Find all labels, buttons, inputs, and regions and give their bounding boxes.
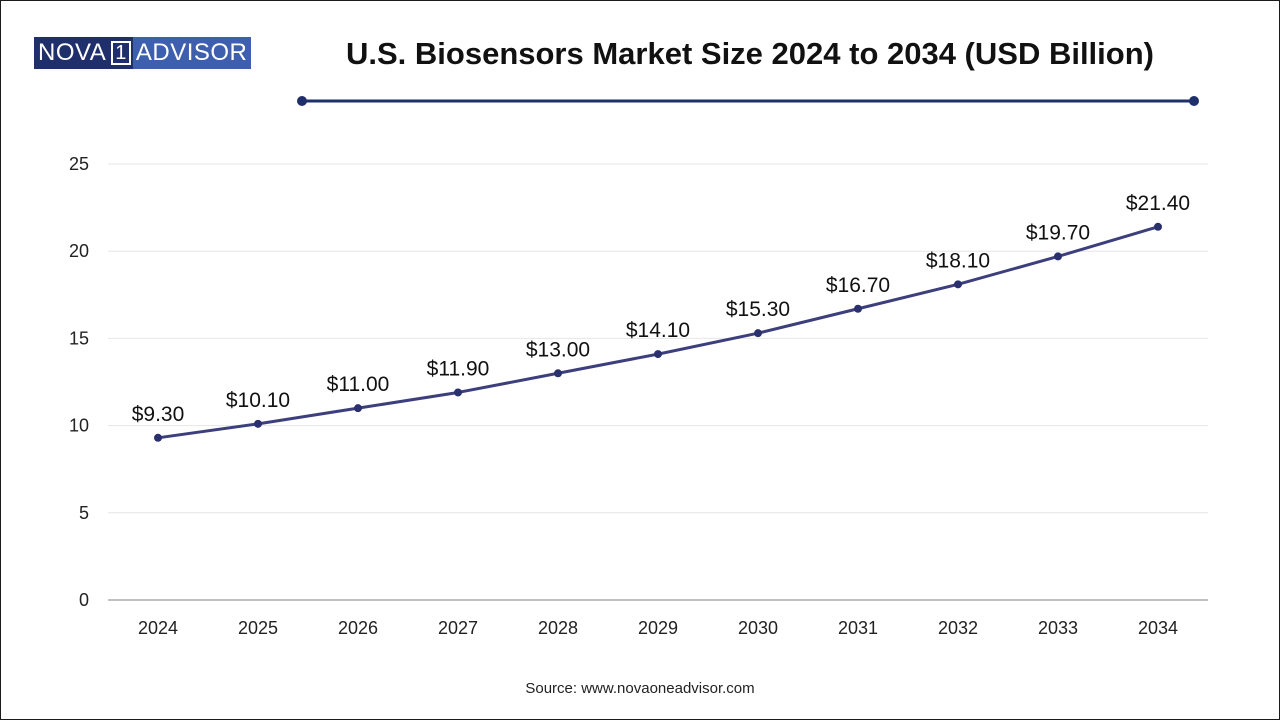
x-tick-label: 2027 — [438, 618, 478, 638]
x-tick-label: 2032 — [938, 618, 978, 638]
data-point — [254, 419, 262, 428]
source-note: Source: www.novaoneadvisor.com — [525, 680, 755, 697]
data-label: $18.10 — [926, 249, 990, 272]
x-tick-label: 2031 — [838, 618, 878, 638]
x-tick-label: 2029 — [638, 618, 678, 638]
data-label: $10.10 — [226, 389, 290, 412]
data-point — [454, 388, 462, 397]
data-label: $9.30 — [132, 403, 185, 426]
chart-title: U.S. Biosensors Market Size 2024 to 2034… — [346, 36, 1154, 71]
data-point — [954, 280, 962, 289]
data-label: $15.30 — [726, 298, 790, 321]
data-point — [854, 304, 862, 313]
y-tick-label: 20 — [69, 241, 89, 261]
brand-logo: NOVA 1 ADVISOR — [34, 37, 252, 69]
x-tick-label: 2026 — [338, 618, 378, 638]
data-point — [754, 329, 762, 338]
logo-part-nova: NOVA — [34, 37, 110, 69]
data-point — [554, 369, 562, 378]
data-label: $19.70 — [1026, 221, 1090, 244]
data-point — [354, 404, 362, 413]
title-rule-dot-right — [1189, 96, 1199, 106]
data-point — [654, 350, 662, 359]
x-tick-label: 2028 — [538, 618, 578, 638]
y-tick-label: 25 — [69, 154, 89, 174]
data-label: $14.10 — [626, 319, 690, 342]
logo-part-advisor: ADVISOR — [132, 37, 252, 69]
title-rule-dot-left — [297, 96, 307, 106]
logo-part-number: 1 — [109, 37, 133, 69]
y-tick-label: 15 — [69, 328, 89, 348]
x-tick-label: 2025 — [238, 618, 278, 638]
data-label: $16.70 — [826, 274, 890, 297]
y-tick-label: 0 — [79, 590, 89, 610]
x-tick-label: 2033 — [1038, 618, 1078, 638]
data-point — [1154, 222, 1162, 231]
x-tick-label: 2034 — [1138, 618, 1178, 638]
x-tick-label: 2030 — [738, 618, 778, 638]
data-label: $11.90 — [427, 357, 490, 380]
data-label: $21.40 — [1126, 192, 1190, 215]
y-tick-label: 5 — [79, 503, 89, 523]
data-point — [154, 433, 162, 442]
data-label: $11.00 — [327, 373, 390, 396]
x-tick-label: 2024 — [138, 618, 178, 638]
data-point — [1054, 252, 1062, 261]
y-tick-label: 10 — [69, 416, 89, 436]
logo-number-box: 1 — [111, 41, 131, 65]
data-label: $13.00 — [526, 338, 590, 361]
